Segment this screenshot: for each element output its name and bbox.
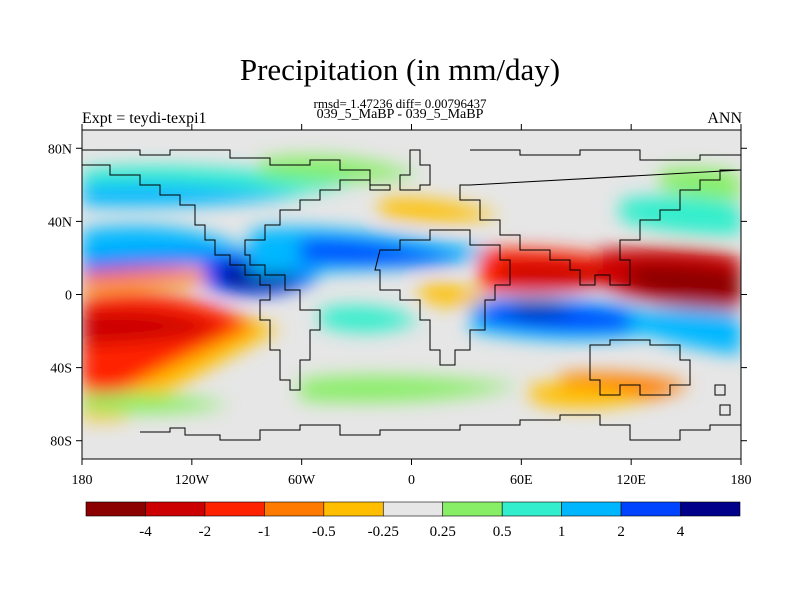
colorbar-label: -0.5 [312, 524, 336, 540]
colorbar-label: 4 [677, 524, 685, 540]
colorbar-swatch [680, 501, 741, 517]
y-tick-label: 80N [48, 142, 72, 157]
colorbar-swatch [85, 501, 146, 517]
x-tick-label: 60E [510, 473, 533, 488]
colorbar-swatch [561, 501, 622, 517]
comparison-line: 039_5_MaBP - 039_5_MaBP [316, 107, 484, 122]
y-tick-label: 0 [65, 289, 72, 304]
colorbar-label: 0.5 [493, 524, 512, 540]
y-tick-label: 80S [50, 435, 72, 450]
coastlines [82, 149, 741, 441]
x-tick-label: 120W [175, 473, 210, 488]
y-tick-label: 40S [50, 362, 72, 377]
colorbar-swatch [264, 501, 325, 517]
chart-title: Precipitation (in mm/day) [239, 52, 561, 87]
colorbar-label: -0.25 [368, 524, 399, 540]
x-tick-label: 0 [408, 473, 415, 488]
colorbar-swatch [145, 501, 206, 517]
colorbar-label: 1 [558, 524, 566, 540]
x-tick-label: 180 [731, 473, 752, 488]
colorbar-swatch [620, 501, 681, 517]
y-tick-label: 40N [48, 215, 72, 230]
stats-line: rmsd= 1.47236 diff= 0.00796437 [313, 96, 487, 111]
colorbar-label: -1 [258, 524, 271, 540]
x-tick-label: 180 [72, 473, 93, 488]
colorbar-label: 2 [617, 524, 625, 540]
colorbar-swatch [382, 501, 444, 517]
x-tick-label: 120E [616, 473, 646, 488]
x-tick-label: 60W [288, 473, 316, 488]
colorbar-label: -4 [139, 524, 152, 540]
colorbar-label: 0.25 [430, 524, 456, 540]
colorbar-swatch [204, 501, 265, 517]
colorbar-swatch [442, 501, 503, 517]
experiment-label: Expt = teydi-texpi1 [82, 110, 207, 127]
axes: 180 120W 60W 0 60E 120E 180 80N 40N 0 40S 80S [48, 124, 752, 488]
season-label: ANN [707, 110, 742, 127]
map-panel [81, 129, 742, 460]
colorbar-swatch [323, 501, 384, 517]
colorbar-label: -2 [199, 524, 212, 540]
colorbar: -4 -2 -1 -0.5 -0.25 0.25 0.5 1 2 4 [85, 501, 741, 540]
colorbar-swatch [501, 501, 562, 517]
